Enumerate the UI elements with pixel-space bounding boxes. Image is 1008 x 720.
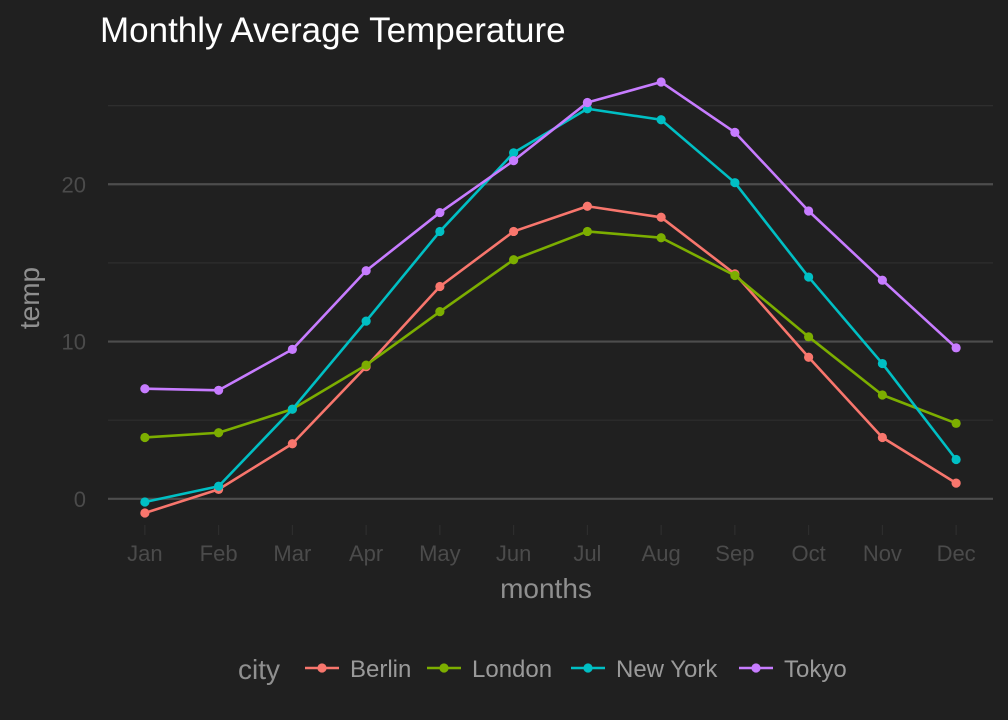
data-point-london — [730, 270, 740, 281]
data-point-new-york — [435, 226, 445, 237]
data-point-new-york — [804, 272, 814, 282]
y-tick-label: 0 — [74, 487, 86, 512]
data-point-berlin — [656, 212, 666, 222]
legend-key-point — [583, 663, 593, 673]
x-axis-title: months — [500, 573, 592, 604]
data-point-berlin — [951, 478, 961, 488]
data-point-berlin — [435, 281, 445, 292]
chart-title: Monthly Average Temperature — [100, 11, 566, 50]
legend-label: New York — [616, 656, 718, 683]
data-point-new-york — [877, 358, 887, 369]
data-point-london — [877, 390, 887, 400]
data-point-new-york — [582, 104, 592, 114]
legend-label: London — [472, 656, 552, 683]
data-point-berlin — [877, 432, 887, 443]
series-new-york — [140, 104, 961, 507]
x-tick-label: Jun — [496, 541, 531, 566]
grid — [108, 105, 993, 500]
data-point-tokyo — [804, 206, 814, 216]
x-tick-label: Dec — [937, 541, 976, 566]
x-tick-label: Aug — [642, 541, 681, 566]
data-point-london — [509, 255, 519, 265]
legend-item-tokyo: Tokyo — [739, 656, 847, 683]
x-tick-label: Sep — [715, 541, 754, 566]
data-point-berlin — [140, 508, 150, 518]
data-point-berlin — [582, 201, 592, 211]
x-tick-label: Nov — [863, 541, 902, 566]
series-line-tokyo — [144, 80, 958, 392]
data-point-new-york — [951, 454, 961, 465]
series-line-berlin — [144, 204, 957, 515]
data-point-tokyo — [656, 77, 666, 87]
data-point-london — [951, 418, 961, 428]
data-point-tokyo — [509, 156, 519, 166]
y-tick-label: 10 — [62, 330, 86, 355]
x-tick-label: May — [419, 541, 461, 566]
legend-item-london: London — [427, 656, 552, 683]
data-point-new-york — [214, 481, 224, 491]
x-axis-ticks: Jan Feb Mar Apr May Jun Jul Aug Sep Oct Nov Dec — [127, 525, 976, 566]
data-point-london — [214, 428, 224, 438]
y-axis-ticks: 0 10 20 — [62, 172, 86, 512]
series-london — [140, 226, 961, 443]
data-point-tokyo — [951, 343, 961, 353]
x-tick-label: Jul — [573, 541, 601, 566]
data-point-new-york — [361, 316, 371, 326]
x-tick-label: Oct — [792, 541, 826, 566]
data-point-new-york — [287, 404, 297, 414]
legend-key-point — [439, 663, 449, 673]
legend-title: city — [238, 654, 280, 685]
data-point-tokyo — [730, 127, 740, 137]
data-point-london — [435, 307, 445, 317]
series-line-new-york — [144, 107, 958, 504]
data-point-new-york — [656, 115, 666, 125]
legend-key-point — [317, 663, 327, 673]
data-point-new-york — [509, 148, 519, 158]
series-tokyo — [140, 77, 961, 395]
data-point-new-york — [730, 178, 740, 188]
y-tick-label: 20 — [62, 172, 86, 197]
data-point-london — [582, 226, 592, 237]
data-point-berlin — [287, 439, 297, 449]
legend-label: Berlin — [350, 656, 411, 683]
data-point-new-york — [140, 497, 150, 507]
legend-key-point — [751, 663, 761, 673]
data-point-tokyo — [140, 384, 150, 394]
legend-label: Tokyo — [784, 656, 847, 683]
data-point-london — [656, 233, 666, 243]
data-point-london — [140, 432, 150, 443]
data-point-london — [804, 332, 814, 342]
data-point-berlin — [804, 352, 814, 362]
data-point-berlin — [509, 226, 519, 237]
x-tick-label: Feb — [200, 541, 238, 566]
legend-item-new-york: New York — [571, 656, 718, 683]
series-group — [140, 77, 961, 518]
x-tick-label: Apr — [349, 541, 383, 566]
legend-item-berlin: Berlin — [305, 656, 411, 683]
y-axis-title: temp — [14, 267, 45, 329]
data-point-london — [361, 360, 371, 370]
legend: city Berlin London New York Tokyo — [238, 654, 847, 685]
data-point-tokyo — [435, 207, 445, 218]
data-point-tokyo — [361, 266, 371, 276]
data-point-tokyo — [287, 344, 297, 355]
data-point-tokyo — [582, 97, 592, 108]
data-point-tokyo — [877, 275, 887, 285]
data-point-tokyo — [214, 385, 224, 395]
series-line-london — [144, 230, 957, 439]
x-tick-label: Mar — [273, 541, 311, 566]
x-tick-label: Jan — [127, 541, 162, 566]
